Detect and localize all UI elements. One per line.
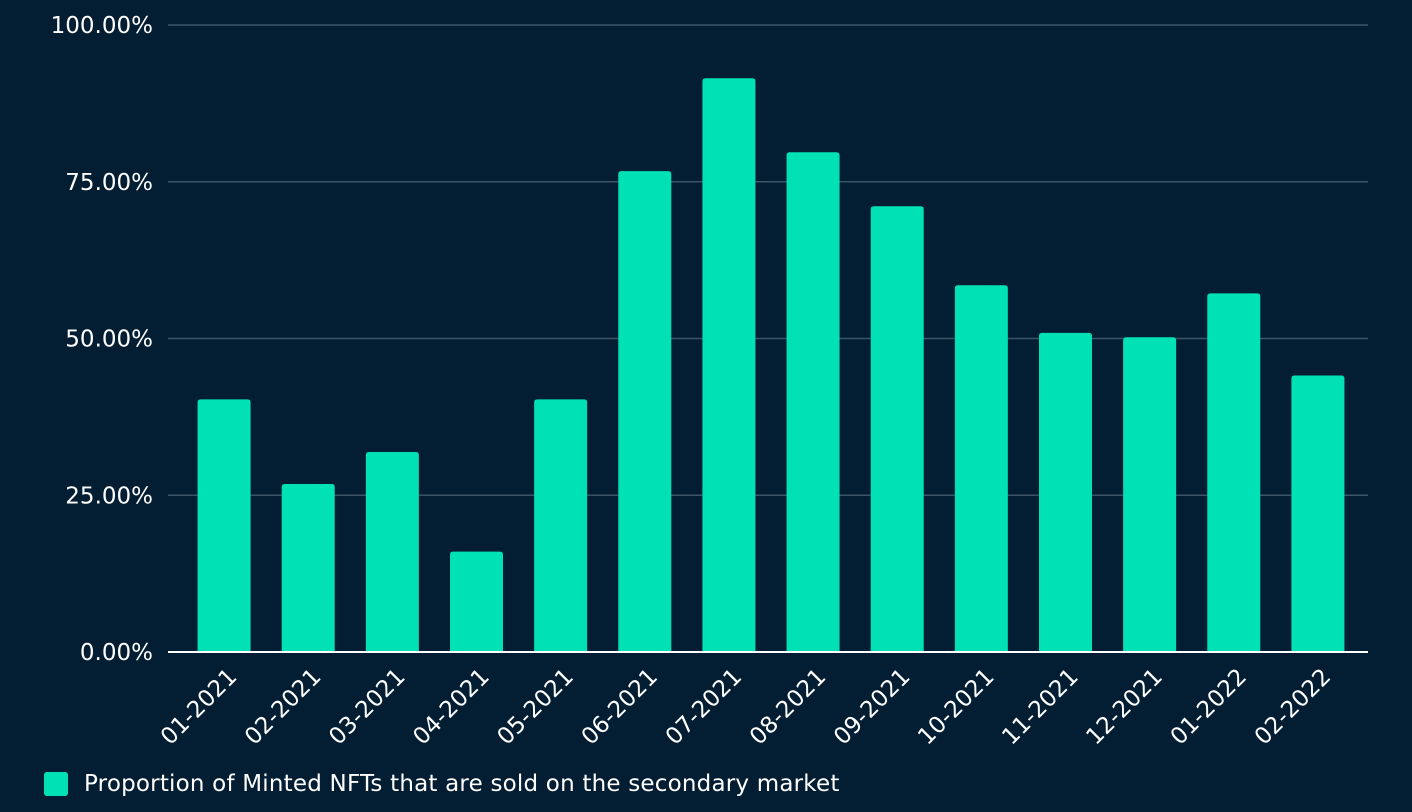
legend-label: Proportion of Minted NFTs that are sold … <box>84 771 840 797</box>
x-tick-label: 02-2022 <box>1250 664 1336 750</box>
bar-02-2021 <box>281 483 335 652</box>
y-tick-label: 100.00% <box>51 13 153 39</box>
x-tick-label: 01-2022 <box>1166 664 1252 750</box>
x-tick-label: 10-2021 <box>913 664 999 750</box>
y-tick-label: 25.00% <box>65 483 153 509</box>
bar-12-2021 <box>1123 337 1177 652</box>
bar-01-2021 <box>197 399 251 652</box>
x-tick-label: 07-2021 <box>661 664 747 750</box>
y-tick-label: 0.00% <box>80 640 153 666</box>
y-tick-label: 75.00% <box>65 170 153 196</box>
bar-07-2021 <box>702 78 756 653</box>
x-tick-label: 04-2021 <box>408 664 494 750</box>
x-tick-label: 12-2021 <box>1082 664 1168 750</box>
x-tick-label: 09-2021 <box>829 664 915 750</box>
bar-11-2021 <box>1039 332 1092 652</box>
x-tick-label: 06-2021 <box>577 664 663 750</box>
x-axis-tick-labels: 01-202102-202103-202104-202105-202106-20… <box>156 664 1336 750</box>
bars <box>197 78 1345 653</box>
bar-02-2022 <box>1291 375 1345 652</box>
x-tick-label: 11-2021 <box>997 664 1083 750</box>
legend: Proportion of Minted NFTs that are sold … <box>44 771 840 797</box>
y-tick-label: 50.00% <box>65 327 153 353</box>
bar-01-2022 <box>1207 293 1261 652</box>
bar-10-2021 <box>954 285 1008 652</box>
x-tick-label: 05-2021 <box>493 664 579 750</box>
legend-swatch <box>44 772 68 796</box>
bar-04-2021 <box>450 551 503 652</box>
bar-09-2021 <box>870 206 924 652</box>
bar-08-2021 <box>786 152 840 652</box>
bar-03-2021 <box>365 451 419 652</box>
x-tick-label: 03-2021 <box>324 664 410 750</box>
bar-06-2021 <box>618 171 672 652</box>
gridlines <box>168 24 1368 496</box>
bar-05-2021 <box>534 399 588 652</box>
x-tick-label: 02-2021 <box>240 664 326 750</box>
x-tick-label: 08-2021 <box>745 664 831 750</box>
y-axis-tick-labels: 0.00% 25.00% 50.00% 75.00% 100.00% <box>51 13 153 666</box>
x-tick-label: 01-2021 <box>156 664 242 750</box>
